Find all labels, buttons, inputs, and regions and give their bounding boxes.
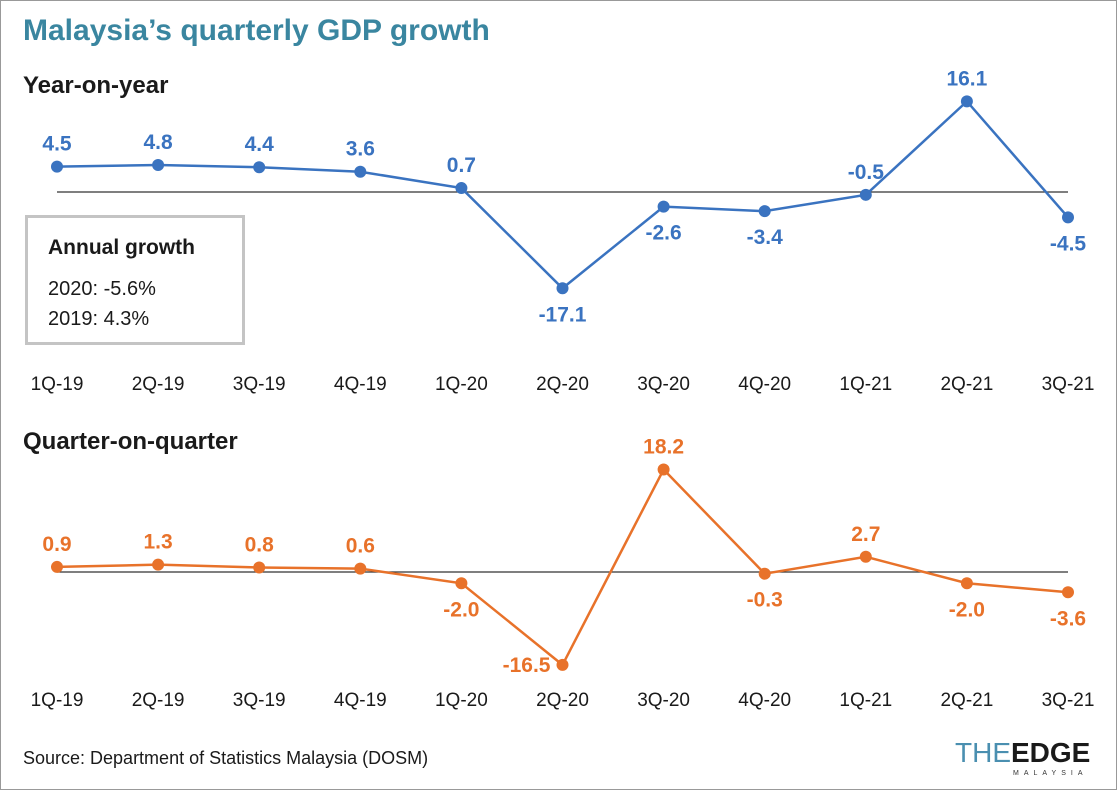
yoy-data-label: -17.1 xyxy=(539,303,587,326)
qoq-x-tick-label: 1Q-20 xyxy=(435,690,488,711)
qoq-data-label: 1.3 xyxy=(143,531,172,554)
yoy-point xyxy=(758,205,771,218)
yoy-data-label: 3.6 xyxy=(346,138,375,161)
the-edge-logo: THEEDGE MALAYSIA xyxy=(955,738,1105,778)
yoy-x-tick-label: 1Q-20 xyxy=(435,374,488,395)
qoq-subtitle: Quarter-on-quarter xyxy=(23,428,238,455)
qoq-data-label: -2.0 xyxy=(443,598,479,621)
chart-title: Malaysia’s quarterly GDP growth xyxy=(23,14,490,47)
qoq-x-tick-label: 4Q-20 xyxy=(738,690,791,711)
yoy-data-label: -0.5 xyxy=(848,161,885,184)
qoq-data-label: 0.8 xyxy=(245,533,275,556)
qoq-x-tick-label: 2Q-21 xyxy=(940,690,993,711)
annual-growth-heading: Annual growth xyxy=(48,236,195,259)
qoq-point xyxy=(354,562,367,575)
yoy-x-tick-label: 3Q-19 xyxy=(233,374,286,395)
qoq-data-label: 0.6 xyxy=(346,535,375,558)
qoq-point xyxy=(556,658,569,671)
annual-growth-2019: 2019: 4.3% xyxy=(48,308,150,330)
yoy-subtitle: Year-on-year xyxy=(23,72,169,99)
yoy-point xyxy=(51,160,63,173)
qoq-point xyxy=(51,560,63,573)
yoy-data-label: -3.4 xyxy=(747,226,784,249)
qoq-x-tick-label: 1Q-19 xyxy=(31,690,84,711)
yoy-data-label: 0.7 xyxy=(447,154,476,177)
yoy-point xyxy=(657,200,670,213)
qoq-point xyxy=(859,550,872,563)
qoq-point xyxy=(758,567,771,580)
qoq-point xyxy=(657,463,670,476)
yoy-point xyxy=(253,161,266,174)
annual-growth-box: Annual growth 2020: -5.6% 2019: 4.3% xyxy=(25,215,245,345)
yoy-data-label: -4.5 xyxy=(1050,232,1087,255)
yoy-data-label: 4.5 xyxy=(42,133,72,156)
qoq-x-tick-label: 3Q-21 xyxy=(1042,690,1095,711)
qoq-x-tick-label: 2Q-20 xyxy=(536,690,589,711)
source-note: Source: Department of Statistics Malaysi… xyxy=(23,748,429,768)
qoq-point xyxy=(253,561,266,574)
logo-the: THE xyxy=(955,737,1011,768)
yoy-x-tick-label: 2Q-20 xyxy=(536,374,589,395)
qoq-series-line xyxy=(56,467,1069,667)
qoq-point xyxy=(1062,586,1074,599)
qoq-x-tick-label: 1Q-21 xyxy=(839,690,892,711)
yoy-point xyxy=(960,95,973,108)
yoy-data-label: 4.8 xyxy=(143,131,173,154)
qoq-data-label: -2.0 xyxy=(949,598,985,621)
yoy-x-tick-label: 3Q-21 xyxy=(1042,374,1095,395)
qoq-x-tick-label: 3Q-19 xyxy=(233,690,286,711)
yoy-point xyxy=(1062,211,1074,224)
yoy-data-label: 4.4 xyxy=(245,133,275,156)
yoy-x-tick-label: 4Q-20 xyxy=(738,374,791,395)
logo-sub: MALAYSIA xyxy=(1013,770,1088,777)
yoy-point xyxy=(455,182,468,195)
yoy-data-label: -2.6 xyxy=(646,222,682,245)
yoy-x-tick-label: 3Q-20 xyxy=(637,374,690,395)
qoq-data-label: -0.3 xyxy=(747,589,783,612)
yoy-x-tick-label: 2Q-19 xyxy=(132,374,185,395)
qoq-data-label: 0.9 xyxy=(42,533,71,556)
logo-edge: EDGE xyxy=(1011,737,1091,768)
annual-growth-2020: 2020: -5.6% xyxy=(48,278,156,300)
yoy-data-label: 16.1 xyxy=(946,67,987,90)
logo-wordmark: THEEDGE xyxy=(955,738,1105,768)
qoq-x-tick-label: 4Q-19 xyxy=(334,690,387,711)
qoq-data-label: -3.6 xyxy=(1050,607,1086,630)
yoy-x-tick-label: 1Q-21 xyxy=(839,374,892,395)
yoy-x-tick-label: 4Q-19 xyxy=(334,374,387,395)
qoq-x-tick-label: 3Q-20 xyxy=(637,690,690,711)
qoq-data-label: 2.7 xyxy=(851,523,880,546)
yoy-x-tick-label: 1Q-19 xyxy=(31,374,84,395)
yoy-point xyxy=(859,188,872,201)
qoq-x-tick-label: 2Q-19 xyxy=(132,690,185,711)
yoy-x-tick-label: 2Q-21 xyxy=(940,374,993,395)
qoq-data-label: -16.5 xyxy=(503,654,551,677)
qoq-point xyxy=(152,558,165,571)
qoq-point xyxy=(455,577,468,590)
yoy-point xyxy=(556,282,569,295)
yoy-point xyxy=(152,158,165,171)
yoy-point xyxy=(354,165,367,178)
qoq-point xyxy=(960,577,973,590)
qoq-data-label: 18.2 xyxy=(643,436,684,459)
